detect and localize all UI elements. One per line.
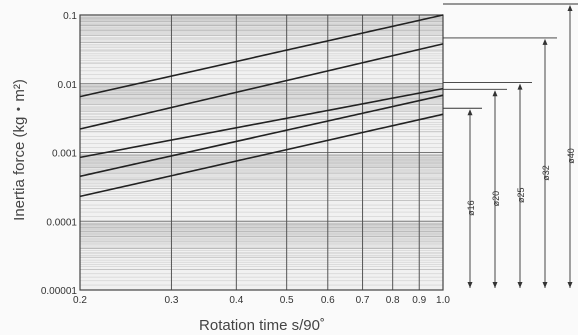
x-tick-label: 0.4 bbox=[229, 295, 243, 306]
series-line bbox=[79, 14, 444, 98]
series-lines bbox=[79, 14, 444, 198]
x-tick-label: 0.2 bbox=[73, 295, 87, 306]
arrow-head bbox=[567, 282, 573, 288]
x-tick-label: 0.8 bbox=[386, 295, 400, 306]
plot-frame bbox=[79, 14, 444, 291]
series-line bbox=[79, 43, 444, 130]
x-tick-label: 0.3 bbox=[164, 295, 178, 306]
arrow-head bbox=[542, 282, 548, 288]
diameter-brackets: ø16 ø20 ø25 ø32 ø40 bbox=[443, 3, 578, 288]
diameter-label: ø20 bbox=[491, 191, 501, 207]
y-tick-label: 0.00001 bbox=[41, 286, 78, 297]
y-tick-label: 0.001 bbox=[52, 149, 77, 160]
series-line bbox=[79, 113, 444, 198]
y-tick-label: 0.01 bbox=[58, 80, 78, 91]
y-tick-label: 0.1 bbox=[63, 11, 77, 22]
y-tick-label: 0.0001 bbox=[46, 217, 77, 228]
arrow-head bbox=[567, 5, 573, 11]
x-tick-label: 1.0 bbox=[436, 295, 450, 306]
y-axis-label: Inertia force (kg・m²) bbox=[11, 79, 28, 221]
x-tick-label: 0.7 bbox=[356, 295, 370, 306]
series-line bbox=[79, 87, 444, 159]
diameter-label: ø16 bbox=[466, 200, 476, 216]
arrow-head bbox=[467, 282, 473, 288]
x-tick-label: 0.5 bbox=[280, 295, 294, 306]
tick-labels: 0.2 0.3 0.4 0.5 0.6 0.7 0.8 0.9 1.0 0.00001 0.0001… bbox=[41, 11, 451, 306]
arrow-head bbox=[517, 83, 523, 90]
arrow-head bbox=[467, 109, 473, 116]
arrow-head bbox=[542, 38, 548, 45]
x-tick-label: 0.9 bbox=[412, 295, 426, 306]
series-line bbox=[79, 94, 444, 178]
arrow-head bbox=[517, 282, 523, 288]
diameter-label: ø40 bbox=[566, 148, 576, 164]
arrow-head bbox=[492, 282, 498, 288]
x-tick-label: 0.6 bbox=[321, 295, 335, 306]
arrow-head bbox=[492, 90, 498, 97]
x-axis-label: Rotation time s/90˚ bbox=[199, 317, 325, 334]
diameter-label: ø25 bbox=[516, 188, 526, 204]
diameter-label: ø32 bbox=[541, 165, 551, 181]
grid bbox=[79, 14, 444, 291]
